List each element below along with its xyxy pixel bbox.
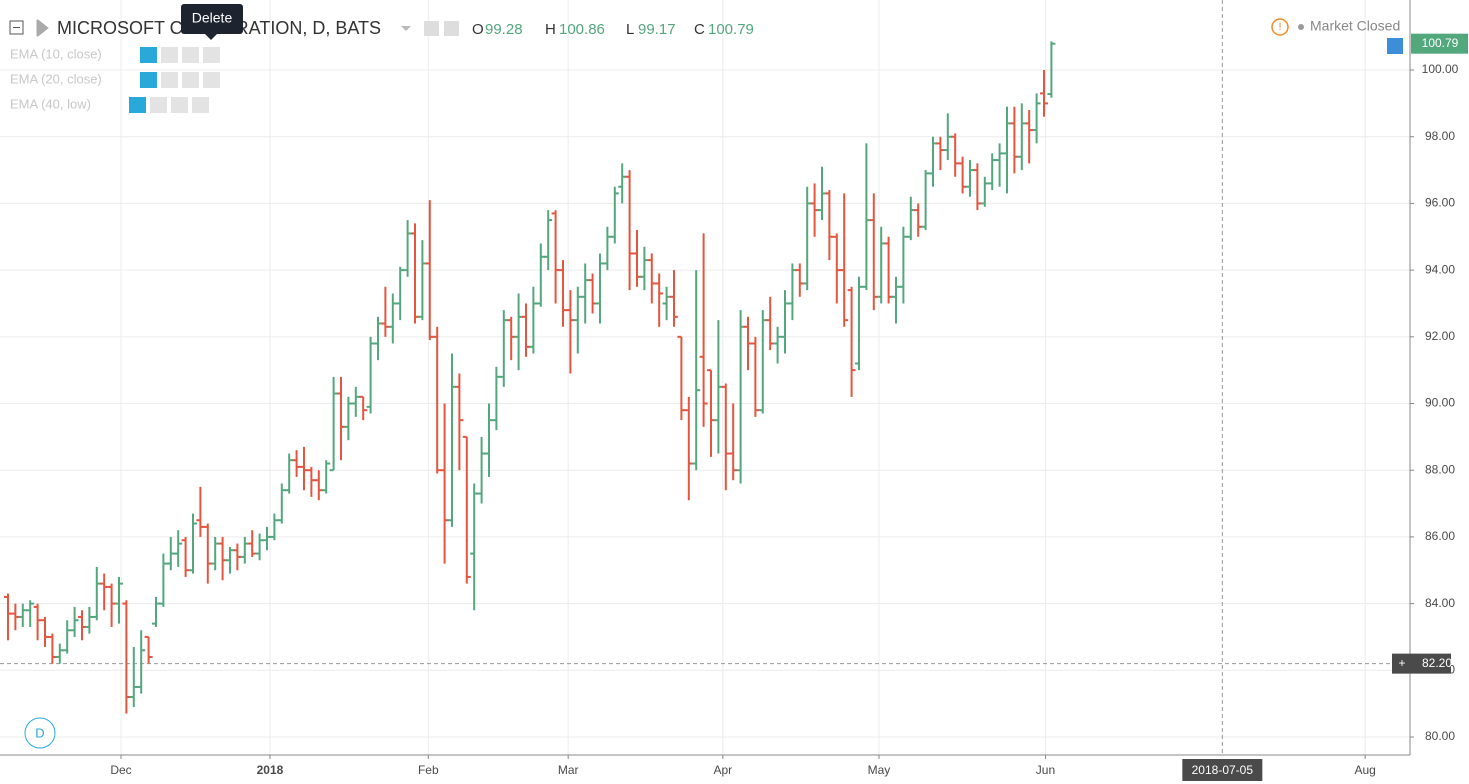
indicator-legend: EMA (10, close) EMA (20, close) EMA (40,…	[10, 46, 220, 113]
y-tick-label: 88.00	[1425, 462, 1455, 476]
eye-icon[interactable]	[140, 72, 157, 88]
scale-icon[interactable]	[1387, 38, 1403, 54]
crosshair-plus: +	[1398, 656, 1405, 670]
y-tick-label: 98.00	[1425, 129, 1455, 143]
ohlc-value: 99.28	[485, 21, 523, 38]
interval-button[interactable]	[24, 717, 56, 749]
settings-icon[interactable]	[424, 21, 439, 36]
delete-icon[interactable]	[203, 72, 220, 88]
ohlc-value: 100.79	[708, 21, 754, 38]
indicator-name: EMA (40, low)	[10, 96, 91, 111]
last-price-label: 100.79	[1422, 36, 1459, 50]
x-tick-label: Dec	[110, 763, 131, 777]
axis-labels: 80.0082.0084.0086.0088.0090.0092.0094.00…	[110, 33, 1468, 781]
crosshair-date-box	[1182, 759, 1263, 781]
y-tick-label: 92.00	[1425, 329, 1455, 343]
x-tick-label: Apr	[713, 763, 732, 777]
crosshair-price-box	[1392, 653, 1451, 674]
y-tick-label: 100.00	[1422, 62, 1459, 76]
eye-icon[interactable]	[129, 97, 146, 113]
x-tick-label: Aug	[1354, 763, 1375, 777]
bars	[3, 41, 1056, 714]
last-price-box	[1411, 33, 1468, 54]
tooltip-arrow	[205, 34, 217, 40]
delete-icon[interactable]	[203, 47, 220, 63]
status-text: Market Closed	[1310, 18, 1400, 34]
add-icon[interactable]	[171, 97, 188, 113]
ohlc-letter: C	[694, 21, 705, 38]
dropdown[interactable]	[401, 26, 411, 31]
y-tick-label: 80.00	[1425, 729, 1455, 743]
interval-label: D	[35, 725, 44, 740]
y-tick-label: 90.00	[1425, 396, 1455, 410]
status-dot	[1298, 24, 1304, 30]
warning-icon[interactable]	[1271, 18, 1289, 36]
add-icon[interactable]	[182, 47, 199, 63]
x-tick-label: Feb	[418, 763, 439, 777]
indicator-name: EMA (10, close)	[10, 46, 102, 61]
settings-icon[interactable]	[161, 72, 178, 88]
y-tick-label: 86.00	[1425, 529, 1455, 543]
tooltip-text: Delete	[192, 10, 233, 26]
eye-icon[interactable]	[140, 47, 157, 63]
delete-icon[interactable]	[192, 97, 209, 113]
y-tick-label: 96.00	[1425, 196, 1455, 210]
crosshair-price-label: 82.20	[1422, 656, 1452, 670]
crosshair-date-label: 2018-07-05	[1192, 763, 1254, 777]
flag-icon	[36, 18, 49, 38]
indicator-name: EMA (20, close)	[10, 71, 102, 86]
settings-icon[interactable]	[150, 97, 167, 113]
ohlc-value: 99.17	[638, 21, 676, 38]
x-tick-label: Jun	[1036, 763, 1055, 777]
header: MICROSOFT CORPORATION, D, BATS Delete O …	[9, 4, 754, 40]
status: ! Market Closed	[1271, 18, 1403, 54]
ohlc-letter: L	[626, 21, 634, 38]
ohlc-value: 100.86	[559, 21, 605, 38]
y-tick-label: 94.00	[1425, 262, 1455, 276]
x-tick-label: May	[868, 763, 891, 777]
ohlc-letter: O	[472, 21, 484, 38]
collapse-icon[interactable]	[9, 20, 24, 35]
settings-icon[interactable]	[444, 21, 459, 36]
settings-icon[interactable]	[161, 47, 178, 63]
x-tick-label: 2018	[257, 763, 284, 777]
tooltip	[181, 4, 243, 34]
y-tick-label: 84.00	[1425, 596, 1455, 610]
warning-mark: !	[1278, 21, 1281, 33]
x-tick-label: Mar	[558, 763, 579, 777]
add-icon[interactable]	[182, 72, 199, 88]
ohlc-letter: H	[545, 21, 556, 38]
